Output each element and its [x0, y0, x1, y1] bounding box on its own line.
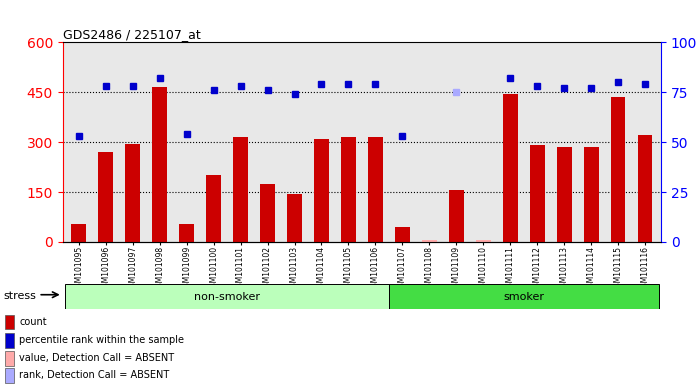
Text: percentile rank within the sample: percentile rank within the sample: [19, 335, 184, 345]
Bar: [152, 87, 167, 242]
Bar: [98, 152, 113, 242]
Bar: [125, 144, 140, 242]
Bar: [557, 147, 571, 242]
Bar: [389, 284, 658, 309]
Bar: [314, 139, 329, 242]
Bar: [206, 175, 221, 242]
Bar: [65, 284, 389, 309]
Text: value, Detection Call = ABSENT: value, Detection Call = ABSENT: [19, 353, 174, 364]
Bar: [4, 333, 15, 348]
Bar: [476, 240, 491, 242]
Bar: [233, 137, 248, 242]
Bar: [610, 97, 626, 242]
Bar: [368, 137, 383, 242]
Bar: [4, 315, 15, 329]
Text: count: count: [19, 317, 47, 327]
Bar: [72, 223, 86, 242]
Bar: [395, 227, 410, 242]
Bar: [530, 146, 544, 242]
Bar: [287, 194, 302, 242]
Bar: [422, 240, 437, 242]
Bar: [260, 184, 275, 242]
Bar: [503, 94, 518, 242]
Bar: [180, 223, 194, 242]
Bar: [638, 136, 652, 242]
Text: stress: stress: [3, 291, 36, 301]
Text: rank, Detection Call = ABSENT: rank, Detection Call = ABSENT: [19, 370, 169, 380]
Text: GDS2486 / 225107_at: GDS2486 / 225107_at: [63, 28, 200, 41]
Bar: [341, 137, 356, 242]
Bar: [584, 147, 599, 242]
Bar: [4, 351, 15, 366]
Bar: [449, 190, 464, 242]
Text: smoker: smoker: [503, 291, 544, 302]
Bar: [4, 368, 15, 382]
Text: non-smoker: non-smoker: [194, 291, 260, 302]
